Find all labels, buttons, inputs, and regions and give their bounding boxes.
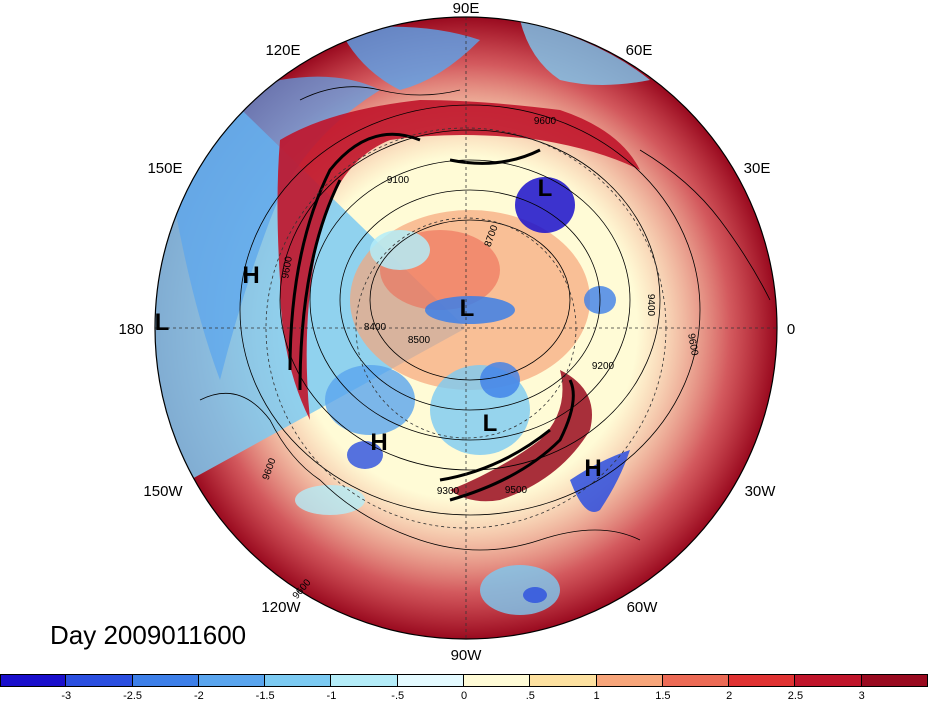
colorbar-tick-label: -1.5 [255,690,275,702]
colorbar-swatch [198,674,266,687]
map-title: Day 2009011600 [50,620,247,650]
pressure-center: L [460,295,475,322]
colorbar-swatch [132,674,199,687]
pressure-center: L [155,309,170,336]
lon-label-180: 180 [118,321,143,338]
contour-label: 9500 [505,485,528,496]
contour-label: 9100 [387,175,410,186]
anomaly-field [155,17,777,639]
colorbar-tick-label: 1 [593,690,600,702]
lon-label-120e: 120E [265,42,300,59]
contour-label: 9600 [685,333,700,357]
contour-label: 8400 [364,322,387,333]
colorbar-tick-label: 0 [460,690,468,702]
colorbar-tick-label: 2 [726,690,733,702]
contour-label: 9300 [437,486,460,497]
colorbar-tick-label: .5 [525,690,535,702]
colorbar-swatch [66,674,133,687]
lon-label-150e: 150E [147,160,182,177]
contour-label: 9600 [280,255,295,279]
colorbar-swatch [265,674,332,687]
graticule [155,17,777,639]
lon-label-60e: 60E [626,42,653,59]
colorbar-swatch [596,674,663,687]
lon-label-90e: 90E [453,0,480,17]
colorbar-swatch [662,674,730,687]
colorbar-swatch [0,674,67,687]
pressure-center: H [584,455,601,482]
pressure-center: L [483,410,498,437]
lon-label-0: 0 [787,321,795,338]
colorbar-swatch [795,674,862,687]
colorbar-tick-label: -2.5 [123,690,143,702]
pressure-center: H [370,429,387,456]
map-boundary [154,16,778,640]
contour-label: 9400 [645,294,656,317]
lon-label-90w: 90W [451,647,483,664]
colorbar-tick-label: -3 [61,690,72,702]
colorbar-tick-label: -1 [326,690,337,702]
lon-label-30e: 30E [744,160,771,177]
contour-label: 9200 [592,361,615,372]
colorbar-swatch [729,674,796,687]
colorbar: -3 -2.5 -2 -1.5 -1 -.5 0 .5 1 1.5 2 2.5 3 [0,674,928,702]
colorbar-tick-label: 3 [858,690,865,702]
pressure-center: L [538,175,553,202]
colorbar-tick-label: 1.5 [655,690,671,702]
colorbar-swatch [464,674,531,687]
colorbar-swatch [530,674,597,687]
lon-label-60w: 60W [627,599,659,616]
contour-label: 8500 [408,335,431,346]
colorbar-frame [0,674,928,687]
colorbar-swatch [397,674,464,687]
colorbar-tick-label: -2 [193,690,204,702]
colorbar-tick-label: -.5 [391,690,405,702]
colorbar-swatch [331,674,398,687]
contour-label: 9600 [534,116,557,127]
lon-label-150w: 150W [143,483,183,500]
lon-label-120w: 120W [261,599,301,616]
pressure-center: H [242,262,259,289]
colorbar-tick-label: 2.5 [787,690,804,702]
lon-label-30w: 30W [745,483,777,500]
